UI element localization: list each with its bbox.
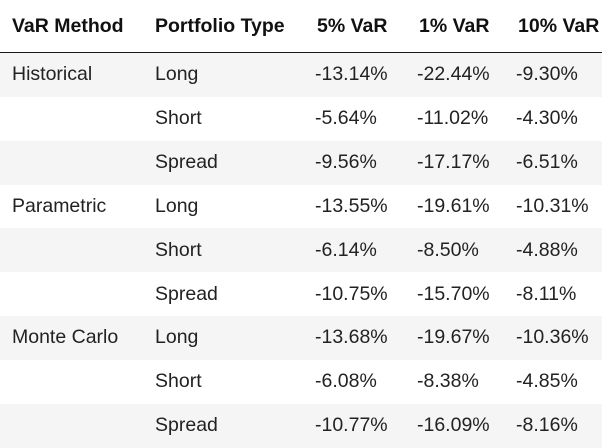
table-body: Historical Long -13.14% -22.44% -9.30% S… xyxy=(0,52,602,448)
table-row: Spread -9.56% -17.17% -6.51% xyxy=(0,140,602,185)
cell-var-5: -5.64% xyxy=(307,96,409,141)
cell-portfolio-type: Long xyxy=(147,316,307,360)
cell-var-10: -8.11% xyxy=(508,272,602,317)
cell-var-1: -19.67% xyxy=(409,316,508,360)
cell-var-method xyxy=(0,403,147,448)
cell-var-1: -22.44% xyxy=(409,52,508,97)
header-var-1: 1% VaR xyxy=(409,0,508,53)
cell-portfolio-type: Short xyxy=(147,359,307,404)
cell-var-method: Parametric xyxy=(0,184,147,229)
cell-var-method xyxy=(0,228,147,273)
table-row: Spread -10.75% -15.70% -8.11% xyxy=(0,272,602,317)
header-var-5: 5% VaR xyxy=(307,0,409,53)
table-row: Spread -10.77% -16.09% -8.16% xyxy=(0,403,602,448)
header-portfolio-type: Portfolio Type xyxy=(147,0,307,53)
cell-var-1: -19.61% xyxy=(409,184,508,229)
cell-portfolio-type: Short xyxy=(147,96,307,141)
cell-portfolio-type: Long xyxy=(147,184,307,229)
table-row: Historical Long -13.14% -22.44% -9.30% xyxy=(0,52,602,97)
cell-portfolio-type: Short xyxy=(147,228,307,273)
cell-portfolio-type: Spread xyxy=(147,272,307,317)
cell-var-5: -9.56% xyxy=(307,140,409,185)
table-row: Short -6.08% -8.38% -4.85% xyxy=(0,359,602,404)
cell-var-10: -4.88% xyxy=(508,228,602,273)
cell-var-1: -16.09% xyxy=(409,403,508,448)
table-row: Short -6.14% -8.50% -4.88% xyxy=(0,228,602,273)
cell-var-method xyxy=(0,96,147,141)
cell-var-10: -8.16% xyxy=(508,403,602,448)
header-var-10: 10% VaR xyxy=(508,0,602,53)
header-var-method: VaR Method xyxy=(0,0,147,53)
cell-var-5: -10.75% xyxy=(307,272,409,317)
cell-var-method xyxy=(0,272,147,317)
cell-var-method xyxy=(0,359,147,404)
header-row: VaR Method Portfolio Type 5% VaR 1% VaR … xyxy=(0,0,602,53)
cell-var-10: -6.51% xyxy=(508,140,602,185)
cell-portfolio-type: Spread xyxy=(147,140,307,185)
cell-var-5: -13.14% xyxy=(307,52,409,97)
cell-var-method: Monte Carlo xyxy=(0,316,147,360)
cell-var-5: -6.08% xyxy=(307,359,409,404)
cell-portfolio-type: Spread xyxy=(147,403,307,448)
cell-var-1: -8.50% xyxy=(409,228,508,273)
cell-var-1: -8.38% xyxy=(409,359,508,404)
cell-var-method: Historical xyxy=(0,52,147,97)
table-row: Monte Carlo Long -13.68% -19.67% -10.36% xyxy=(0,316,602,360)
table-row: Short -5.64% -11.02% -4.30% xyxy=(0,96,602,141)
cell-portfolio-type: Long xyxy=(147,52,307,97)
table-header: VaR Method Portfolio Type 5% VaR 1% VaR … xyxy=(0,0,602,53)
cell-var-method xyxy=(0,140,147,185)
cell-var-10: -4.30% xyxy=(508,96,602,141)
cell-var-10: -10.31% xyxy=(508,184,602,229)
table-row: Parametric Long -13.55% -19.61% -10.31% xyxy=(0,184,602,229)
cell-var-10: -9.30% xyxy=(508,52,602,97)
cell-var-5: -6.14% xyxy=(307,228,409,273)
cell-var-5: -10.77% xyxy=(307,403,409,448)
cell-var-1: -11.02% xyxy=(409,96,508,141)
cell-var-5: -13.68% xyxy=(307,316,409,360)
cell-var-5: -13.55% xyxy=(307,184,409,229)
cell-var-1: -15.70% xyxy=(409,272,508,317)
cell-var-1: -17.17% xyxy=(409,140,508,185)
cell-var-10: -10.36% xyxy=(508,316,602,360)
cell-var-10: -4.85% xyxy=(508,359,602,404)
